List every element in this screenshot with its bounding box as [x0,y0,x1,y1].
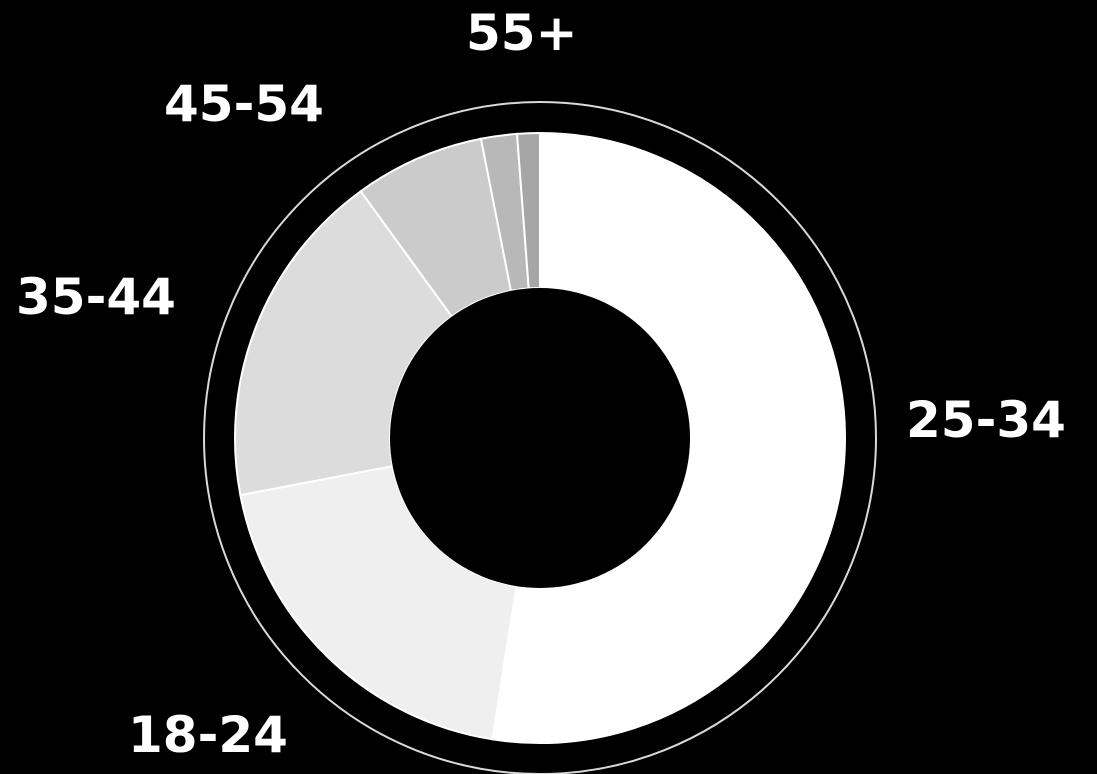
outer-ring [203,101,877,774]
label-18-24: 18-24 [128,706,288,764]
label-45-54: 45-54 [164,75,324,133]
label-55-plus: 55+ [466,4,577,62]
donut-hole [390,288,690,588]
label-35-44: 35-44 [16,268,176,326]
label-25-34: 25-34 [906,391,1066,449]
donut-segments [233,131,846,744]
